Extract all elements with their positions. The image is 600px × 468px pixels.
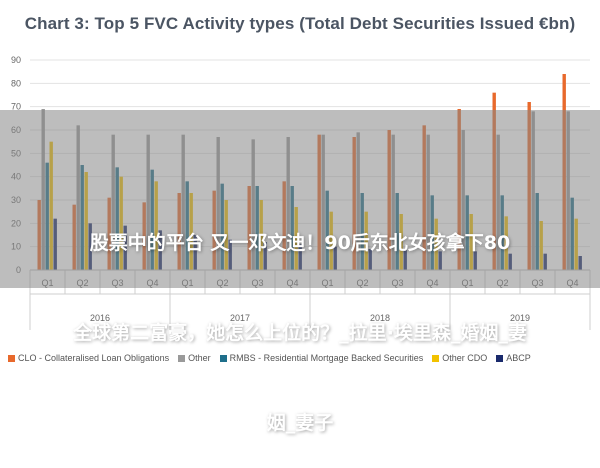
legend-label: Other CDO <box>442 353 488 363</box>
legend-label: RMBS - Residential Mortgage Backed Secur… <box>229 353 424 363</box>
legend-label: ABCP <box>506 353 531 363</box>
group-label: 2018 <box>370 313 390 323</box>
y-tick-label: 80 <box>11 78 21 88</box>
legend-label: Other <box>188 353 211 363</box>
group-label: 2016 <box>90 313 110 323</box>
chart-title: Chart 3: Top 5 FVC Activity types (Total… <box>24 14 576 33</box>
legend-item: Other <box>178 353 211 363</box>
overlay-line-1: 股票中的平台 又一邓文迪！90后东北女孩拿下80 <box>89 232 511 254</box>
legend-item: Other CDO <box>432 353 487 363</box>
group-label: 2017 <box>230 313 250 323</box>
legend-label: CLO - Collateralised Loan Obligations <box>18 353 170 363</box>
legend-swatch <box>8 354 15 362</box>
group-label: 2019 <box>510 313 530 323</box>
legend-item: CLO - Collateralised Loan Obligations <box>8 353 169 363</box>
legend-swatch <box>432 354 440 362</box>
overlay-line-2: 全球第二富豪，她怎么上位的？_拉里·埃里森_婚姻_妻 <box>73 322 527 344</box>
legend-item: RMBS - Residential Mortgage Backed Secur… <box>219 353 424 363</box>
legend-swatch <box>178 354 186 362</box>
overlay-line-3: 姻_妻子 <box>266 412 334 434</box>
legend-swatch <box>219 354 227 362</box>
y-tick-label: 70 <box>11 102 21 112</box>
legend-swatch <box>496 354 504 362</box>
chart-legend: CLO - Collateralised Loan Obligations Oth… <box>8 350 598 366</box>
overlay-text: 股票中的平台 又一邓文迪！90后东北女孩拿下80 全球第二富豪，她怎么上位的？_… <box>0 168 600 468</box>
overlay-banner <box>0 110 600 288</box>
y-tick-label: 90 <box>11 55 21 65</box>
legend-item: ABCP <box>496 353 531 363</box>
